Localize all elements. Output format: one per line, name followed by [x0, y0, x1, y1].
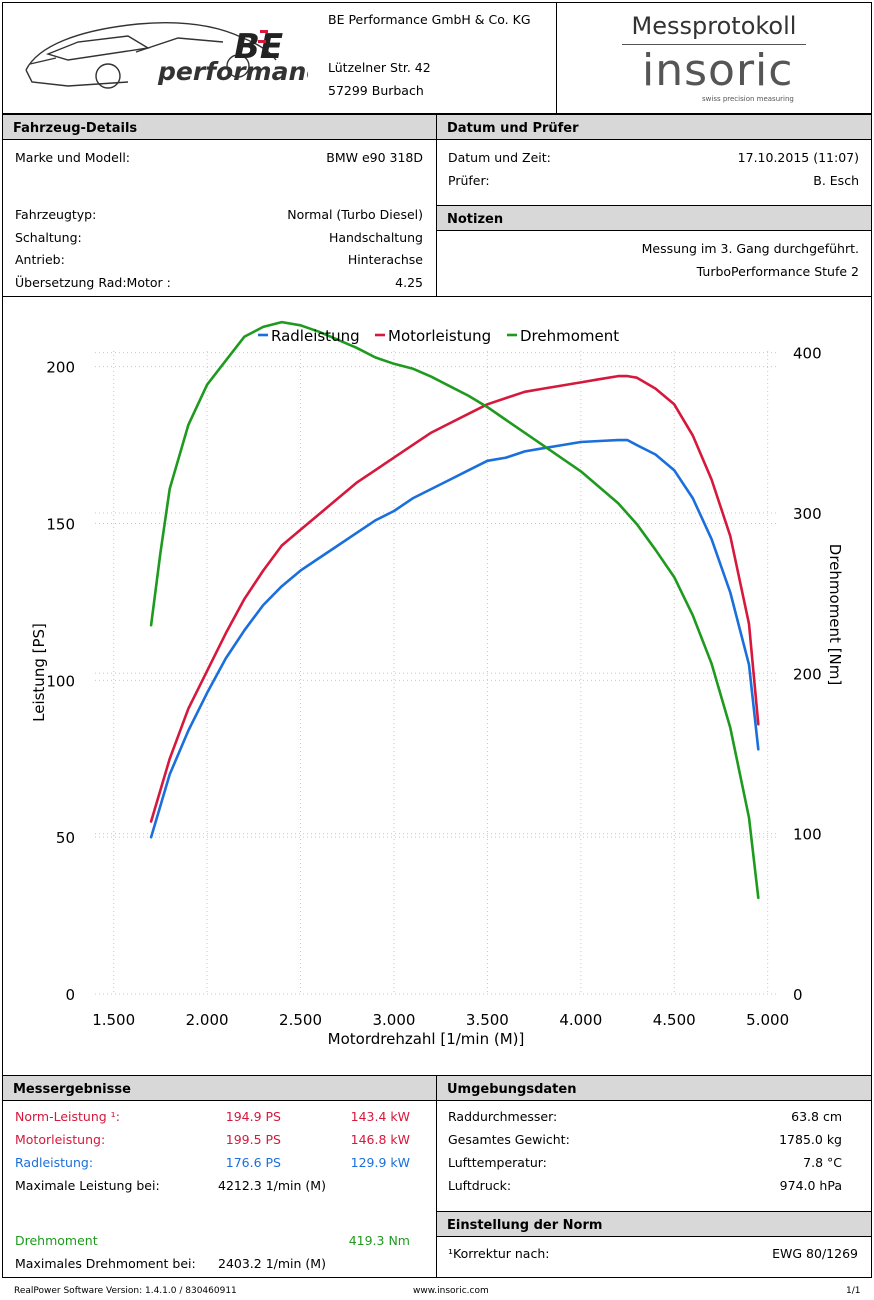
x-tick-label: 5.000: [746, 1011, 789, 1029]
torque-label: Drehmoment: [15, 1233, 98, 1248]
y-tick-label: 50: [56, 829, 75, 847]
vehicle-label: Schaltung:: [15, 230, 82, 245]
notes-header: Notizen: [436, 205, 872, 231]
norm-setting-value: EWG 80/1269: [772, 1246, 858, 1261]
rad-kw: 129.9 kW: [350, 1155, 410, 1170]
rad-ps: 176.6 PS: [225, 1155, 281, 1170]
date-value: 17.10.2015 (11:07): [737, 150, 859, 165]
environment-rows: Raddurchmesser: 63.8 cm Gesamtes Gewicht…: [448, 1108, 842, 1208]
vehicle-label: Fahrzeugtyp:: [15, 207, 97, 222]
vehicle-value: Handschaltung: [328, 230, 423, 245]
legend-label: Motorleistung: [388, 327, 491, 345]
date-label: Datum und Zeit:: [448, 150, 551, 165]
series-line-motorleistung: [149, 374, 760, 823]
env-label: Gesamtes Gewicht:: [448, 1132, 570, 1147]
env-label: Raddurchmesser:: [448, 1109, 558, 1124]
y-tick-label: 150: [46, 516, 75, 534]
logo-text: performance: [157, 57, 308, 86]
vehicle-value: BMW e90 318D: [326, 150, 423, 165]
env-label: Lufttemperatur:: [448, 1155, 547, 1170]
max-torque-label: Maximales Drehmoment bei:: [15, 1256, 196, 1271]
car-silhouette-icon: [25, 22, 277, 89]
y-axis-title: Leistung [PS]: [30, 623, 48, 722]
rad-label: Radleistung:: [15, 1155, 94, 1170]
company-street: Lützelner Str. 42: [328, 60, 431, 75]
vehicle-rows: Marke und Modell: BMW e90 318D Fahrzeugt…: [15, 149, 423, 309]
dyno-chart: 1.500 2.000 2.500 3.000 3.500 4.000 4.500 5.000…: [30, 320, 844, 1048]
y2-tick-label: 200: [793, 665, 822, 683]
norm-ps: 194.9 PS: [225, 1109, 281, 1124]
company-city: 57299 Burbach: [328, 83, 424, 98]
series-line-radleistung: [149, 438, 760, 839]
max-power-label: Maximale Leistung bei:: [15, 1178, 160, 1193]
date-rows: Datum und Zeit: 17.10.2015 (11:07) Prüfe…: [448, 149, 859, 199]
x-tick-label: 1.500: [92, 1011, 135, 1029]
vehicle-label: Übersetzung Rad:Motor :: [15, 275, 171, 290]
x-tick-label: 3.500: [466, 1011, 509, 1029]
y-tick-label: 100: [46, 672, 75, 690]
norm-label: Norm-Leistung ¹:: [15, 1109, 120, 1124]
legend-label: Radleistung: [271, 327, 360, 345]
footer-page: 1/1: [846, 1286, 861, 1296]
x-tick-label: 2.500: [279, 1011, 322, 1029]
env-value: 7.8 °C: [803, 1155, 842, 1170]
y2-tick-label: 100: [793, 826, 822, 844]
x-tick-label: 4.500: [653, 1011, 696, 1029]
vehicle-value: 4.25: [395, 275, 423, 290]
env-value: 1785.0 kg: [779, 1132, 842, 1147]
results-header: Messergebnisse: [2, 1075, 437, 1101]
x-tick-label: 4.000: [559, 1011, 602, 1029]
motor-label: Motorleistung:: [15, 1132, 106, 1147]
y2-tick-label: 0: [793, 986, 803, 1004]
motor-ps: 199.5 PS: [225, 1132, 281, 1147]
x-tick-label: 3.000: [372, 1011, 415, 1029]
max-power-value: 4212.3 1/min (M): [218, 1178, 326, 1193]
y-tick-label: 0: [65, 986, 75, 1004]
vehicle-label: Antrieb:: [15, 252, 65, 267]
norm-kw: 143.4 kW: [350, 1109, 410, 1124]
y2-tick-label: 300: [793, 505, 822, 523]
protocol-title: Messprotokoll: [631, 12, 797, 40]
legend-label: Drehmoment: [520, 327, 619, 345]
insoric-logo: insoric: [642, 46, 793, 96]
vehicle-header: Fahrzeug-Details: [2, 114, 437, 140]
vehicle-value: Hinterachse: [347, 252, 423, 267]
norm-setting-header: Einstellung der Norm: [436, 1211, 872, 1237]
y-tick-label: 200: [46, 359, 75, 377]
footer-url[interactable]: www.insoric.com: [413, 1286, 489, 1296]
x-tick-label: 2.000: [186, 1011, 229, 1029]
motor-kw: 146.8 kW: [350, 1132, 410, 1147]
title-divider: [622, 44, 806, 45]
date-header: Datum und Prüfer: [436, 114, 872, 140]
max-torque-value: 2403.2 1/min (M): [218, 1256, 326, 1271]
series-line-drehmoment: [149, 320, 760, 900]
header-frame: [2, 2, 872, 114]
env-label: Luftdruck:: [448, 1178, 512, 1193]
vehicle-value: Normal (Turbo Diesel): [287, 207, 423, 222]
tester-value: B. Esch: [813, 173, 859, 188]
tester-label: Prüfer:: [448, 173, 490, 188]
env-value: 63.8 cm: [791, 1109, 842, 1124]
norm-setting-label: ¹Korrektur nach:: [448, 1246, 550, 1261]
environment-header: Umgebungsdaten: [436, 1075, 872, 1101]
note-line: Messung im 3. Gang durchgeführt.: [641, 241, 859, 256]
note-line: TurboPerformance Stufe 2: [696, 264, 859, 279]
insoric-brand: insoric: [642, 45, 794, 96]
company-logo: BE performance: [25, 22, 308, 89]
y2-axis-title: Drehmoment [Nm]: [826, 544, 844, 685]
torque-value: 419.3 Nm: [348, 1233, 410, 1248]
insoric-tagline: swiss precision measuring: [702, 95, 794, 103]
footer-software: RealPower Software Version: 1.4.1.0 / 83…: [14, 1286, 237, 1296]
env-value: 974.0 hPa: [779, 1178, 842, 1193]
logo-mark: BE: [234, 27, 283, 67]
company-name: BE Performance GmbH & Co. KG: [328, 12, 531, 27]
y2-tick-label: 400: [793, 345, 822, 363]
vehicle-label: Marke und Modell:: [15, 150, 131, 165]
x-axis-title: Motordrehzahl [1/min (M)]: [328, 1030, 525, 1048]
header-divider: [556, 2, 557, 114]
